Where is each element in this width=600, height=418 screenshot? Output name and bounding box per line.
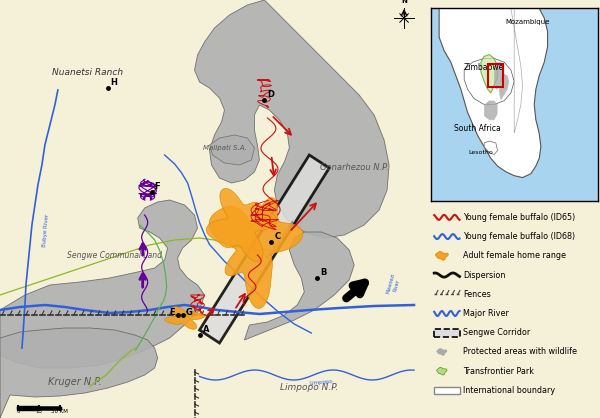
Text: Sengwe Communal Land: Sengwe Communal Land [67,251,162,260]
Polygon shape [0,200,205,418]
Text: N: N [401,0,407,4]
Bar [434,387,460,394]
Text: Mwenezi
River: Mwenezi River [386,273,402,296]
Polygon shape [484,141,497,155]
Text: Protected areas with wildlife: Protected areas with wildlife [463,347,577,357]
Text: Bubye River: Bubye River [42,213,50,247]
Polygon shape [200,155,329,343]
Text: Zimbabwe: Zimbabwe [464,63,505,72]
Polygon shape [209,135,254,165]
Text: Gonarhezou N.P.: Gonarhezou N.P. [320,163,388,172]
Text: International boundary: International boundary [463,386,555,395]
Bar [488,64,503,87]
Polygon shape [511,8,523,133]
Polygon shape [464,59,514,104]
Text: H: H [111,78,118,87]
Polygon shape [481,54,497,93]
Text: Young female buffalo (ID65): Young female buffalo (ID65) [463,213,575,222]
Text: G: G [185,308,193,317]
Text: Malipati S.A.: Malipati S.A. [203,145,247,151]
Polygon shape [494,62,504,89]
Polygon shape [209,198,303,308]
Text: Adult female home range: Adult female home range [463,251,566,260]
Polygon shape [484,101,497,120]
Text: South Africa: South Africa [454,125,501,133]
Text: Lesotho: Lesotho [469,150,493,155]
Text: C: C [274,232,280,241]
Text: 15: 15 [35,409,43,414]
Text: D: D [268,90,274,99]
Text: A: A [203,325,209,334]
Text: B: B [320,268,326,277]
Polygon shape [194,0,389,238]
Text: F: F [155,182,160,191]
Bar [434,329,460,337]
Text: Fences: Fences [463,290,491,299]
Text: Limpopo N.P.: Limpopo N.P. [280,383,338,392]
Text: Young female buffalo (ID68): Young female buffalo (ID68) [463,232,575,241]
Text: Sengwe Corridor: Sengwe Corridor [266,220,296,260]
Text: 30 KM: 30 KM [52,409,68,414]
Text: Mozambique: Mozambique [505,19,550,25]
Polygon shape [206,189,277,262]
Polygon shape [244,232,354,340]
Text: Transfrontier Park: Transfrontier Park [463,367,534,376]
Text: Dispersion: Dispersion [463,270,505,280]
Polygon shape [436,348,448,356]
Polygon shape [437,367,447,375]
Polygon shape [0,328,158,418]
Text: Kruger N.P.: Kruger N.P. [48,377,102,387]
Text: Sengwe Corridor: Sengwe Corridor [463,328,530,337]
Text: E: E [170,308,175,317]
Text: Nuanetsi Ranch: Nuanetsi Ranch [52,68,124,77]
Polygon shape [439,8,548,178]
Polygon shape [436,251,448,260]
Text: Major River: Major River [463,309,509,318]
Polygon shape [164,307,205,329]
Text: Limpopo: Limpopo [309,379,334,386]
Polygon shape [499,74,509,101]
Text: 0: 0 [16,409,20,414]
